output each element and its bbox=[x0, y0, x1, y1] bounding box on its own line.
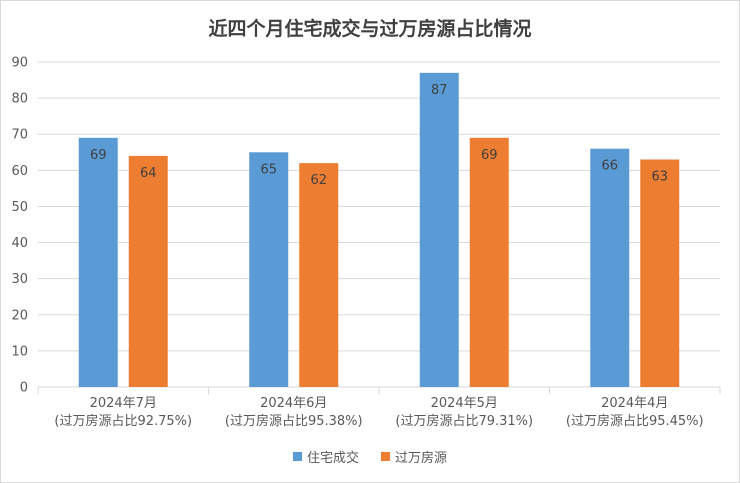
chart-title: 近四个月住宅成交与过万房源占比情况 bbox=[208, 18, 532, 40]
data-label: 64 bbox=[140, 166, 157, 181]
bar bbox=[469, 137, 509, 387]
bar bbox=[78, 137, 118, 387]
y-tick-label: 80 bbox=[11, 92, 28, 107]
data-label: 63 bbox=[651, 170, 668, 185]
bar bbox=[299, 163, 339, 387]
y-tick-label: 50 bbox=[11, 200, 28, 215]
x-tick-label: (过万房源占比95.45%) bbox=[566, 413, 704, 429]
x-tick-label: (过万房源占比92.75%) bbox=[54, 413, 192, 429]
legend-swatch bbox=[292, 452, 302, 461]
y-tick-label: 70 bbox=[11, 128, 28, 143]
data-label: 69 bbox=[90, 148, 107, 163]
y-tick-label: 40 bbox=[11, 236, 28, 251]
y-tick-label: 10 bbox=[11, 344, 28, 359]
y-tick-label: 20 bbox=[11, 308, 28, 323]
x-tick-label: (过万房源占比79.31%) bbox=[395, 413, 533, 429]
bar bbox=[249, 152, 289, 387]
y-tick-label: 90 bbox=[11, 56, 28, 71]
legend-item: 住宅成交 bbox=[292, 447, 359, 466]
bar bbox=[419, 72, 459, 387]
legend-item: 过万房源 bbox=[381, 447, 447, 466]
legend-label: 过万房源 bbox=[395, 451, 448, 466]
bar bbox=[590, 148, 630, 387]
legend-label: 住宅成交 bbox=[306, 451, 359, 466]
data-label: 66 bbox=[601, 159, 618, 174]
bar bbox=[640, 159, 680, 387]
data-label: 69 bbox=[481, 148, 498, 163]
x-tick-label: 2024年6月 bbox=[260, 396, 327, 411]
x-tick-label: 2024年5月 bbox=[431, 396, 498, 411]
data-label: 65 bbox=[260, 162, 277, 177]
bar bbox=[128, 155, 168, 387]
x-tick-label: 2024年4月 bbox=[601, 396, 668, 411]
y-tick-label: 60 bbox=[11, 164, 28, 179]
data-label: 87 bbox=[431, 83, 448, 98]
legend-swatch bbox=[381, 452, 390, 461]
y-tick-label: 0 bbox=[20, 381, 28, 396]
y-tick-label: 30 bbox=[11, 272, 28, 287]
data-label: 62 bbox=[310, 173, 327, 188]
x-tick-label: (过万房源占比95.38%) bbox=[225, 413, 363, 429]
legend: 住宅成交 过万房源 bbox=[0, 447, 740, 466]
x-tick-label: 2024年7月 bbox=[90, 396, 157, 411]
